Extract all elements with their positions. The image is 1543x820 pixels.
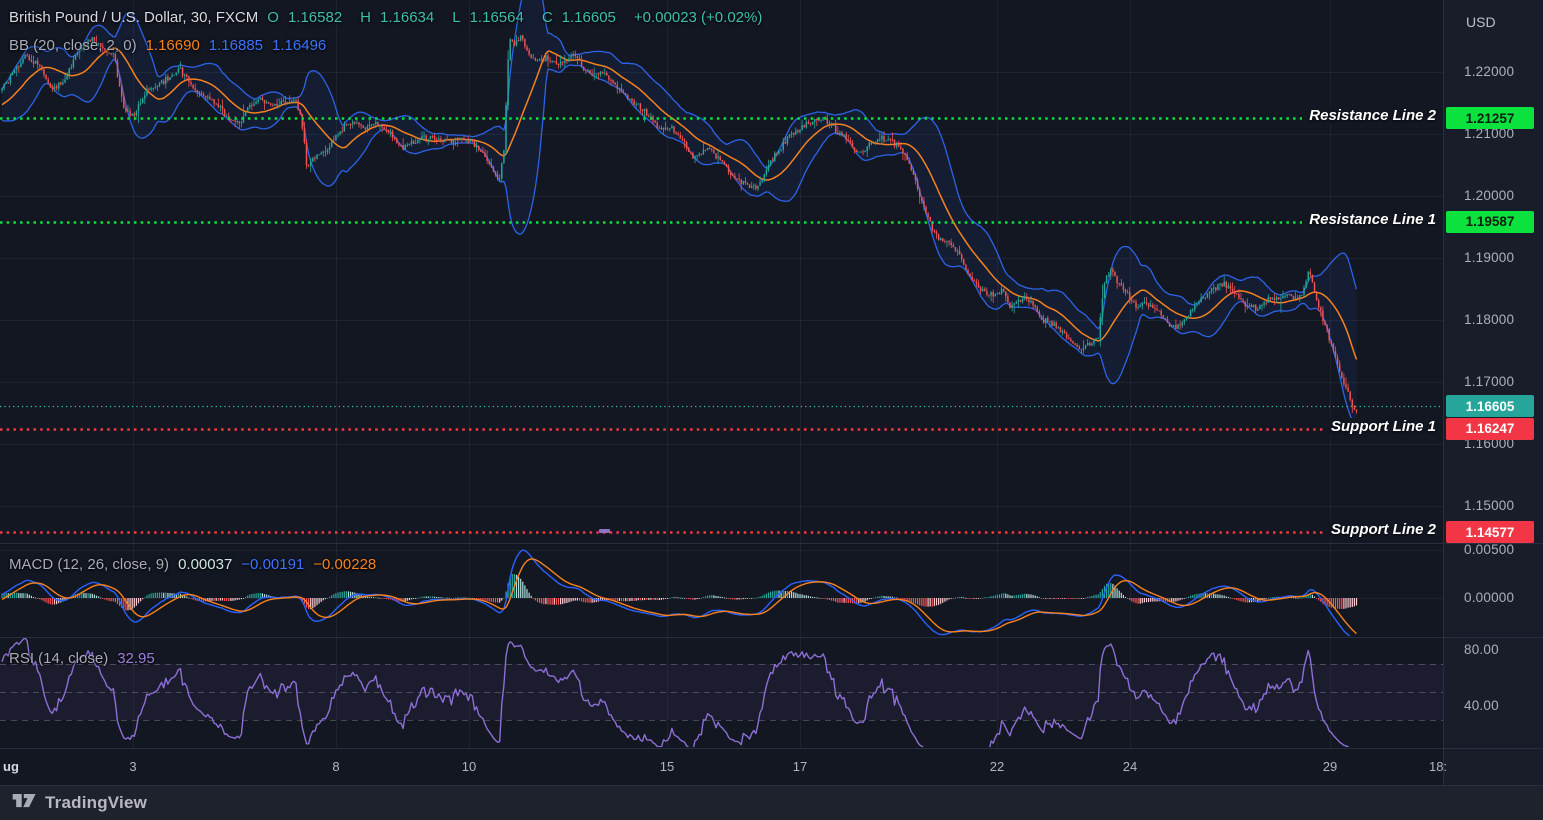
hline-label-resistance-2[interactable]: Resistance Line 2 xyxy=(1302,107,1443,125)
bb-lower-value: 1.16496 xyxy=(272,37,327,54)
price-tick-1.18000: 1.18000 xyxy=(1464,312,1515,327)
bb-title[interactable]: BB (20, close, 2, 0) xyxy=(9,37,137,54)
bottom-bar: TradingView xyxy=(0,786,1543,820)
macd-title[interactable]: MACD (12, 26, close, 9) xyxy=(9,556,170,573)
low-value: L 1.16564 xyxy=(452,9,524,26)
rsi-title[interactable]: RSI (14, close) xyxy=(9,650,109,667)
price-tick-1.22000: 1.22000 xyxy=(1464,64,1515,79)
price-tick-1.20000: 1.20000 xyxy=(1464,188,1515,203)
price-badge-resistance-1: 1.19587 xyxy=(1446,210,1534,233)
price-tick-1.19000: 1.19000 xyxy=(1464,250,1515,265)
price-tick-1.16000: 1.16000 xyxy=(1464,436,1515,451)
bb-legend: BB (20, close, 2, 0) 1.16690 1.16885 1.1649… xyxy=(9,37,335,54)
time-tick-8: 8 xyxy=(332,759,340,774)
rsi-legend: RSI (14, close) 32.95 xyxy=(9,650,164,667)
time-tick-24: 24 xyxy=(1122,759,1138,774)
time-tick-22: 22 xyxy=(989,759,1005,774)
price-badge-current-price: 1.16605 xyxy=(1446,395,1534,418)
price-tick-40.00: 40.00 xyxy=(1464,698,1499,713)
time-tick-15: 15 xyxy=(659,759,675,774)
macd-hist-value: 0.00037 xyxy=(178,556,233,573)
hline-label-support-1[interactable]: Support Line 1 xyxy=(1324,417,1443,435)
price-tick-80.00: 80.00 xyxy=(1464,642,1499,657)
price-tick-1.15000: 1.15000 xyxy=(1464,498,1515,513)
time-tick-18:: 18: xyxy=(1428,759,1448,774)
time-tick-ug: ug xyxy=(3,759,19,774)
price-tick-0.00000: 0.00000 xyxy=(1464,590,1515,605)
symbol-legend: British Pound / U.S. Dollar, 30, FXCM O 1.… xyxy=(9,9,771,26)
bb-upper-value: 1.16885 xyxy=(208,37,264,54)
bb-basis-value: 1.16690 xyxy=(145,37,200,54)
hline-label-support-2[interactable]: Support Line 2 xyxy=(1324,521,1443,539)
tradingview-logo[interactable]: TradingView xyxy=(12,793,147,813)
rsi-value: 32.95 xyxy=(117,650,155,667)
price-tick-0.00500: 0.00500 xyxy=(1464,541,1515,557)
time-tick-3: 3 xyxy=(129,759,137,774)
open-value: O 1.16582 xyxy=(267,9,343,26)
price-tick-1.21000: 1.21000 xyxy=(1464,126,1515,141)
time-tick-17: 17 xyxy=(792,759,808,774)
line-anchor-marker[interactable] xyxy=(599,529,610,533)
tradingview-logo-icon xyxy=(12,793,36,808)
price-tick-1.17000: 1.17000 xyxy=(1464,374,1515,389)
time-tick-10: 10 xyxy=(461,759,477,774)
price-badge-support-1: 1.16247 xyxy=(1446,417,1534,440)
symbol-title[interactable]: British Pound / U.S. Dollar, 30, FXCM xyxy=(9,9,259,26)
tradingview-logo-text: TradingView xyxy=(45,793,148,812)
macd-signal-value: −0.00228 xyxy=(313,556,377,573)
high-value: H 1.16634 xyxy=(360,9,435,26)
close-value: C 1.16605 xyxy=(541,9,616,26)
price-badge-resistance-2: 1.21257 xyxy=(1446,107,1534,130)
macd-line-value: −0.00191 xyxy=(241,556,305,573)
price-badge-support-2: 1.14577 xyxy=(1446,521,1534,544)
hline-label-resistance-1[interactable]: Resistance Line 1 xyxy=(1302,210,1443,228)
macd-legend: MACD (12, 26, close, 9) 0.00037 −0.00191 −0… xyxy=(9,556,385,573)
change-value: +0.00023 (+0.02%) xyxy=(633,9,763,26)
time-tick-29: 29 xyxy=(1322,759,1338,774)
axis-currency-label: USD xyxy=(1466,14,1496,30)
